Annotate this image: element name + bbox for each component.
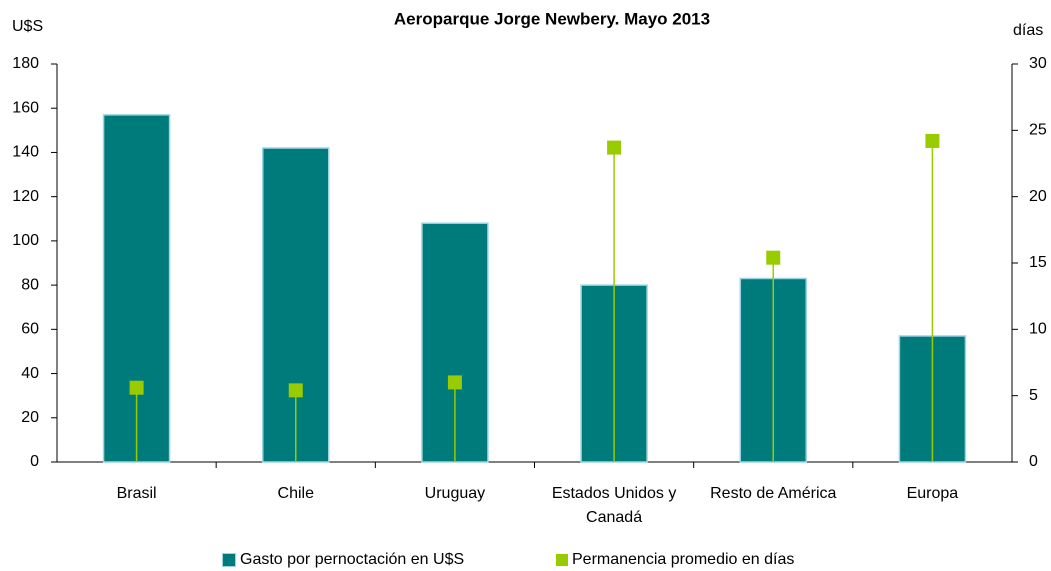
y-tick-label: 0	[30, 453, 39, 470]
y2-tick-label: 30	[1029, 55, 1047, 72]
x-tick-label: Europa	[906, 485, 959, 502]
y2-tick-label: 20	[1029, 188, 1047, 205]
x-tick-label: Estados Unidos y Canadá	[551, 485, 677, 526]
y2-tick-label: 10	[1029, 321, 1047, 338]
marker	[288, 383, 303, 398]
y2-tick-label: 25	[1029, 122, 1047, 139]
y-tick-label: 80	[21, 276, 39, 293]
y2-axis-label: días	[1013, 22, 1043, 39]
y2-tick-label: 15	[1029, 254, 1047, 271]
y-tick-label: 60	[21, 321, 39, 338]
y-axis-label: U$S	[12, 18, 43, 35]
y-tick-label: 140	[12, 144, 39, 161]
y2-tick-label: 0	[1029, 453, 1038, 470]
y-tick-label: 100	[12, 232, 39, 249]
chart-title: Aeroparque Jorge Newbery. Mayo 2013	[394, 9, 710, 28]
legend-swatch	[556, 554, 568, 566]
y-tick-label: 180	[12, 55, 39, 72]
y-tick-label: 120	[12, 188, 39, 205]
x-tick-label: Chile	[277, 485, 314, 502]
legend-label: Gasto por pernoctación en U$S	[240, 551, 465, 568]
y2-tick-label: 5	[1029, 387, 1038, 404]
legend-item: Gasto por pernoctación en U$S	[222, 551, 464, 569]
legend-swatch	[222, 553, 236, 567]
y-tick-label: 160	[12, 99, 39, 116]
legend-label: Permanencia promedio en días	[572, 551, 795, 568]
marker	[607, 140, 622, 155]
y-tick-label: 20	[21, 409, 39, 426]
marker	[129, 380, 144, 395]
x-tick-label: Brasil	[116, 485, 157, 502]
x-tick-label: Resto de América	[710, 485, 837, 502]
marker	[925, 133, 940, 148]
legend-item: Permanencia promedio en días	[556, 551, 794, 569]
marker	[447, 375, 462, 390]
marker	[766, 250, 781, 265]
x-tick-label: Uruguay	[424, 485, 486, 502]
y-tick-label: 40	[21, 365, 39, 382]
